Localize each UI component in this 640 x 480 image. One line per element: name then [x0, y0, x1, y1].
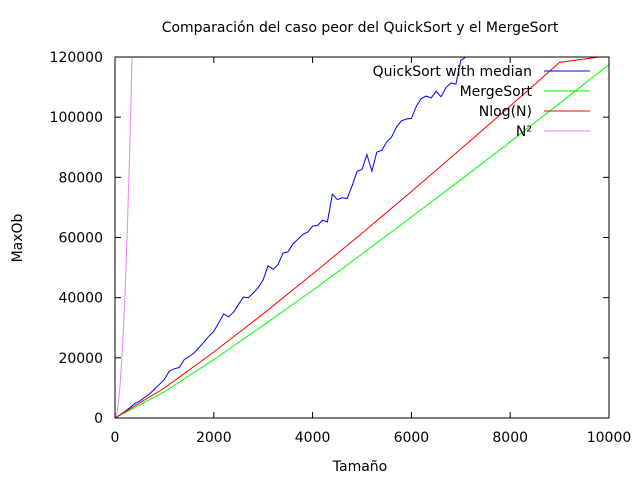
- x-tick-label: 4000: [295, 430, 331, 446]
- y-tick-label: 0: [94, 411, 103, 427]
- x-tick-label: 8000: [492, 430, 528, 446]
- series-line-3: [115, 57, 600, 418]
- legend: QuickSort with median MergeSort Nlog(N) N²: [373, 64, 590, 140]
- series-line-2: [115, 64, 609, 418]
- y-axis-label: MaxOb: [10, 213, 26, 262]
- y-tick-label: 80000: [58, 170, 103, 186]
- legend-label-2: MergeSort: [460, 84, 533, 100]
- x-tick-label: 0: [111, 430, 120, 446]
- x-tick-label: 10000: [587, 430, 632, 446]
- y-tick-label: 40000: [58, 291, 103, 307]
- plot-frame: [114, 56, 610, 419]
- series-layer: [115, 57, 609, 418]
- ticks-layer: 0 2000 4000 6000 8000 10000020000400006000080…: [50, 50, 632, 446]
- x-tick-label: 2000: [196, 430, 232, 446]
- x-tick-label: 6000: [394, 430, 430, 446]
- series-line-4: [115, 57, 133, 418]
- x-axis-label: Tamaño: [332, 459, 387, 475]
- y-tick-label: 60000: [58, 231, 103, 247]
- y-tick-label: 20000: [58, 351, 103, 367]
- chart-title: Comparación del caso peor del QuickSort …: [162, 20, 559, 36]
- series-line-1: [115, 57, 466, 418]
- y-tick-label: 120000: [50, 50, 103, 66]
- legend-label-1: QuickSort with median: [373, 64, 532, 80]
- legend-label-4: N²: [516, 124, 532, 140]
- y-tick-label: 100000: [50, 110, 103, 126]
- legend-label-3: Nlog(N): [479, 104, 532, 120]
